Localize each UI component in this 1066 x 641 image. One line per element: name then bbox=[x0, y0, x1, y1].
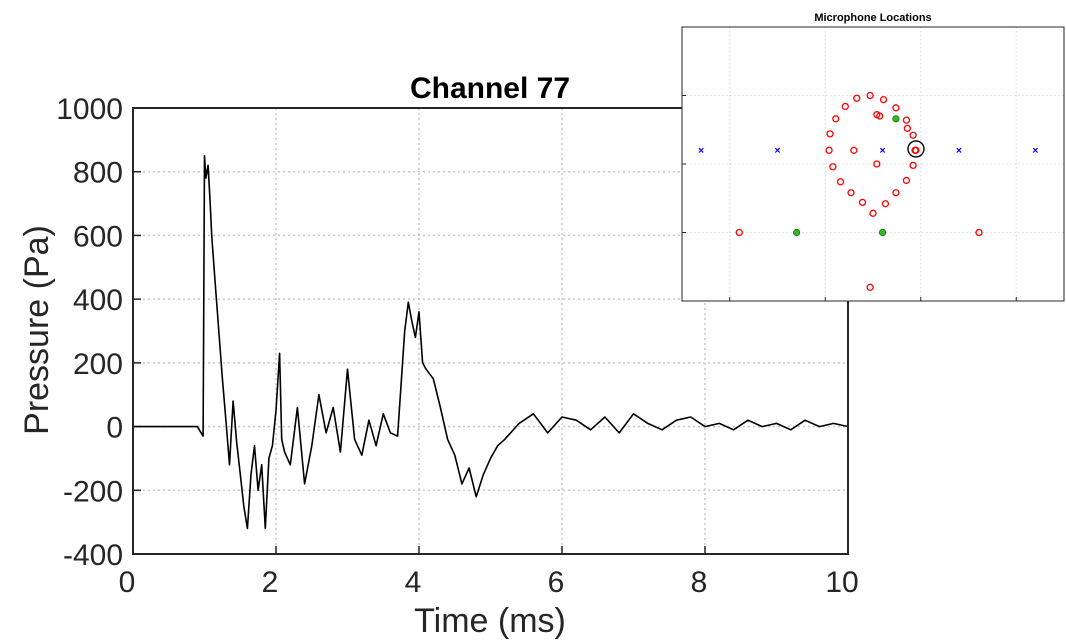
microphone-marker bbox=[829, 163, 837, 171]
series-line bbox=[133, 155, 849, 530]
microphone-marker bbox=[825, 146, 833, 154]
microphone-marker bbox=[853, 94, 861, 102]
microphone-marker bbox=[869, 209, 877, 217]
chart-title: Channel 77 bbox=[410, 72, 570, 105]
microphone-marker-filled bbox=[878, 228, 887, 237]
microphone-marker bbox=[858, 198, 867, 207]
microphone-marker bbox=[909, 161, 917, 170]
microphone-marker-filled bbox=[793, 228, 801, 237]
microphone-marker bbox=[832, 115, 840, 123]
y-tick-label: -400 bbox=[63, 539, 123, 572]
source-marker bbox=[879, 147, 886, 153]
source-marker bbox=[1032, 147, 1038, 153]
source-marker bbox=[698, 147, 704, 153]
microphone-marker bbox=[903, 124, 912, 133]
x-tick-label: 6 bbox=[548, 566, 565, 599]
microphone-marker bbox=[975, 228, 983, 237]
microphone-marker bbox=[850, 146, 858, 154]
y-axis-label: Pressure (Pa) bbox=[18, 225, 56, 435]
x-tick-label: 0 bbox=[119, 566, 136, 599]
x-tick-label: 10 bbox=[825, 566, 858, 599]
y-tick-label: -200 bbox=[63, 475, 123, 508]
y-tick-label: 200 bbox=[73, 348, 123, 381]
inset-title: Microphone Locations bbox=[814, 12, 931, 24]
y-tick-label: 800 bbox=[73, 157, 123, 190]
microphone-marker bbox=[879, 95, 888, 104]
microphone-marker bbox=[735, 228, 743, 237]
microphone-marker bbox=[836, 178, 845, 186]
microphone-marker bbox=[892, 189, 900, 197]
microphone-marker bbox=[866, 91, 874, 100]
microphone-marker bbox=[892, 104, 900, 112]
microphone-marker bbox=[911, 146, 919, 154]
microphone-marker bbox=[826, 130, 834, 138]
source-marker bbox=[956, 147, 962, 153]
plot-frame bbox=[132, 107, 849, 555]
microphone-marker bbox=[902, 116, 911, 124]
inset-background bbox=[682, 27, 1064, 301]
x-tick-label: 8 bbox=[691, 566, 708, 599]
x-axis-label: Time (ms) bbox=[414, 602, 566, 640]
inset-grid bbox=[682, 27, 1064, 301]
selected-channel-ring bbox=[907, 140, 925, 158]
inset-ticks bbox=[682, 95, 1017, 301]
microphone-marker bbox=[876, 112, 884, 120]
inset-markers bbox=[698, 91, 1038, 291]
microphone-marker-filled bbox=[892, 115, 900, 123]
y-tick-label: 0 bbox=[106, 412, 123, 445]
microphone-marker bbox=[847, 189, 855, 197]
y-tick-label: 1000 bbox=[56, 93, 123, 126]
x-tick-label: 4 bbox=[405, 566, 422, 599]
microphone-marker bbox=[873, 160, 881, 168]
microphone-locations-inset: Microphone Locations bbox=[681, 12, 1065, 302]
tick-labels: 0 2 4 6 8 10 -400 -200 0 200 400 600 800 1000 bbox=[56, 93, 858, 599]
microphone-marker bbox=[841, 102, 849, 111]
microphone-marker bbox=[866, 283, 874, 291]
microphone-marker bbox=[881, 200, 890, 208]
y-tick-label: 600 bbox=[73, 220, 123, 253]
microphone-marker bbox=[909, 131, 917, 139]
microphone-marker bbox=[902, 176, 911, 185]
x-tick-label: 2 bbox=[262, 566, 279, 599]
source-marker bbox=[774, 147, 781, 153]
y-tick-label: 400 bbox=[73, 284, 123, 317]
